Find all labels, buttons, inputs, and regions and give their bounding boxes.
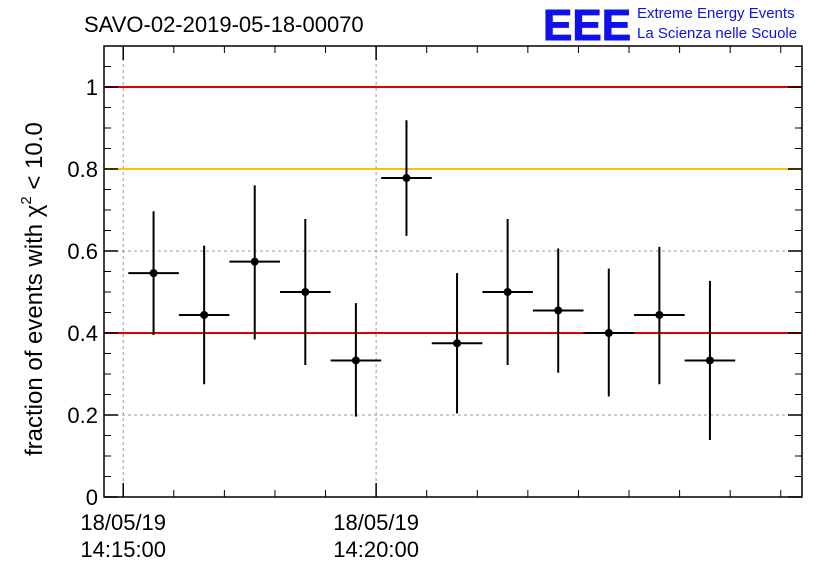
x-tick-label-time: 14:15:00 <box>80 537 166 562</box>
data-point <box>200 310 209 319</box>
data-point <box>453 339 462 348</box>
logo-letters: EEE <box>543 1 631 50</box>
chart-title: SAVO-02-2019-05-18-00070 <box>84 12 364 37</box>
data-point <box>301 288 310 296</box>
data-point-group <box>431 273 483 414</box>
x-tick-label-time: 14:20:00 <box>333 537 419 562</box>
data-point-group <box>128 211 179 336</box>
data-point-group <box>684 280 736 441</box>
data-point-group <box>482 219 533 365</box>
eee-logo: EEE Extreme Energy Events La Scienza nel… <box>543 1 798 51</box>
reference-lines <box>104 86 802 334</box>
data-point-group <box>583 268 635 397</box>
data-point-group <box>532 248 584 373</box>
data-point-group <box>381 120 432 236</box>
logo-line1: Extreme Energy Events <box>637 5 795 22</box>
data-point-group <box>229 185 281 340</box>
data-point <box>351 356 360 365</box>
data-point <box>402 174 411 183</box>
plot-area <box>104 46 802 497</box>
y-tick-label: 1 <box>86 75 98 100</box>
y-tick-label: 0.4 <box>67 321 98 346</box>
data-point <box>250 257 259 266</box>
y-tick-label: 0.8 <box>67 157 98 182</box>
data-point <box>705 356 714 365</box>
data-point <box>604 329 613 337</box>
data-points <box>128 120 736 441</box>
x-tick-label-date: 18/05/19 <box>80 510 166 535</box>
y-tick-label: 0 <box>86 485 98 510</box>
data-point <box>554 306 563 315</box>
data-point-group <box>280 219 331 365</box>
data-point-group <box>178 245 230 385</box>
y-axis-label: fraction of events with χ2 < 10.0 <box>18 122 48 456</box>
data-point <box>149 269 158 278</box>
logo-line2: La Scienza nelle Scuole <box>637 25 797 42</box>
y-tick-label: 0.2 <box>67 403 98 428</box>
y-tick-label: 0.6 <box>67 239 98 264</box>
data-point <box>655 310 664 319</box>
data-point-group <box>330 303 382 417</box>
plot-background <box>104 46 802 497</box>
data-point-group <box>634 246 685 385</box>
x-tick-label-date: 18/05/19 <box>333 510 419 535</box>
axes: 00.20.40.60.8118/05/1914:15:0018/05/1914… <box>67 45 803 562</box>
data-point <box>503 288 512 296</box>
